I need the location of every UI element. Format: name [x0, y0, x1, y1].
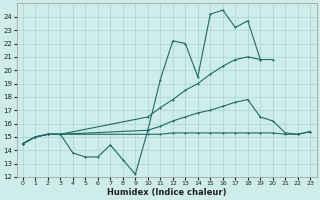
X-axis label: Humidex (Indice chaleur): Humidex (Indice chaleur) — [107, 188, 226, 197]
